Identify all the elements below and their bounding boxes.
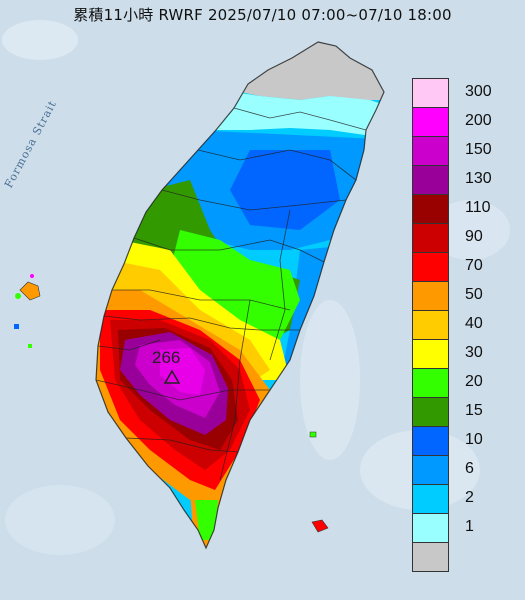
legend-label: 150 [465, 141, 492, 158]
legend-swatch [413, 137, 448, 166]
legend-swatch [413, 398, 448, 427]
legend-swatch [413, 79, 448, 108]
legend-label: 6 [465, 460, 474, 477]
legend-label: 300 [465, 83, 492, 100]
legend-label: 10 [465, 431, 483, 448]
legend-swatch [413, 456, 448, 485]
legend-color-bar [412, 78, 449, 572]
legend-swatch [413, 543, 448, 572]
legend-swatch [413, 485, 448, 514]
legend-swatch [413, 282, 448, 311]
legend-swatch [413, 253, 448, 282]
map-title: 累積11小時 RWRF 2025/07/10 07:00~07/10 18:00 [73, 6, 452, 24]
rainfall-legend: 300 200 150 130 110 90 70 50 40 30 20 15 10 6 2 1 [412, 78, 512, 572]
legend-swatch [413, 166, 448, 195]
legend-swatch [413, 427, 448, 456]
legend-swatch [413, 340, 448, 369]
legend-label: 200 [465, 112, 492, 129]
max-location-triangle-icon [164, 370, 180, 384]
legend-swatch [413, 108, 448, 137]
county-borders [95, 41, 385, 550]
legend-label: 130 [465, 170, 492, 187]
legend-label: 50 [465, 286, 483, 303]
legend-label: 30 [465, 344, 483, 361]
legend-label: 1 [465, 518, 474, 535]
legend-label: 110 [465, 199, 491, 216]
legend-label: 2 [465, 489, 474, 506]
legend-label: 90 [465, 228, 483, 245]
legend-swatch [413, 369, 448, 398]
legend-label: 70 [465, 257, 483, 274]
legend-label: 40 [465, 315, 483, 332]
legend-swatch [413, 195, 448, 224]
legend-label: 20 [465, 373, 483, 390]
max-value-label: 266 [152, 348, 181, 367]
legend-label: 15 [465, 402, 483, 419]
islands [14, 274, 329, 533]
legend-swatch [413, 514, 448, 543]
legend-swatch [413, 224, 448, 253]
legend-swatch [413, 311, 448, 340]
